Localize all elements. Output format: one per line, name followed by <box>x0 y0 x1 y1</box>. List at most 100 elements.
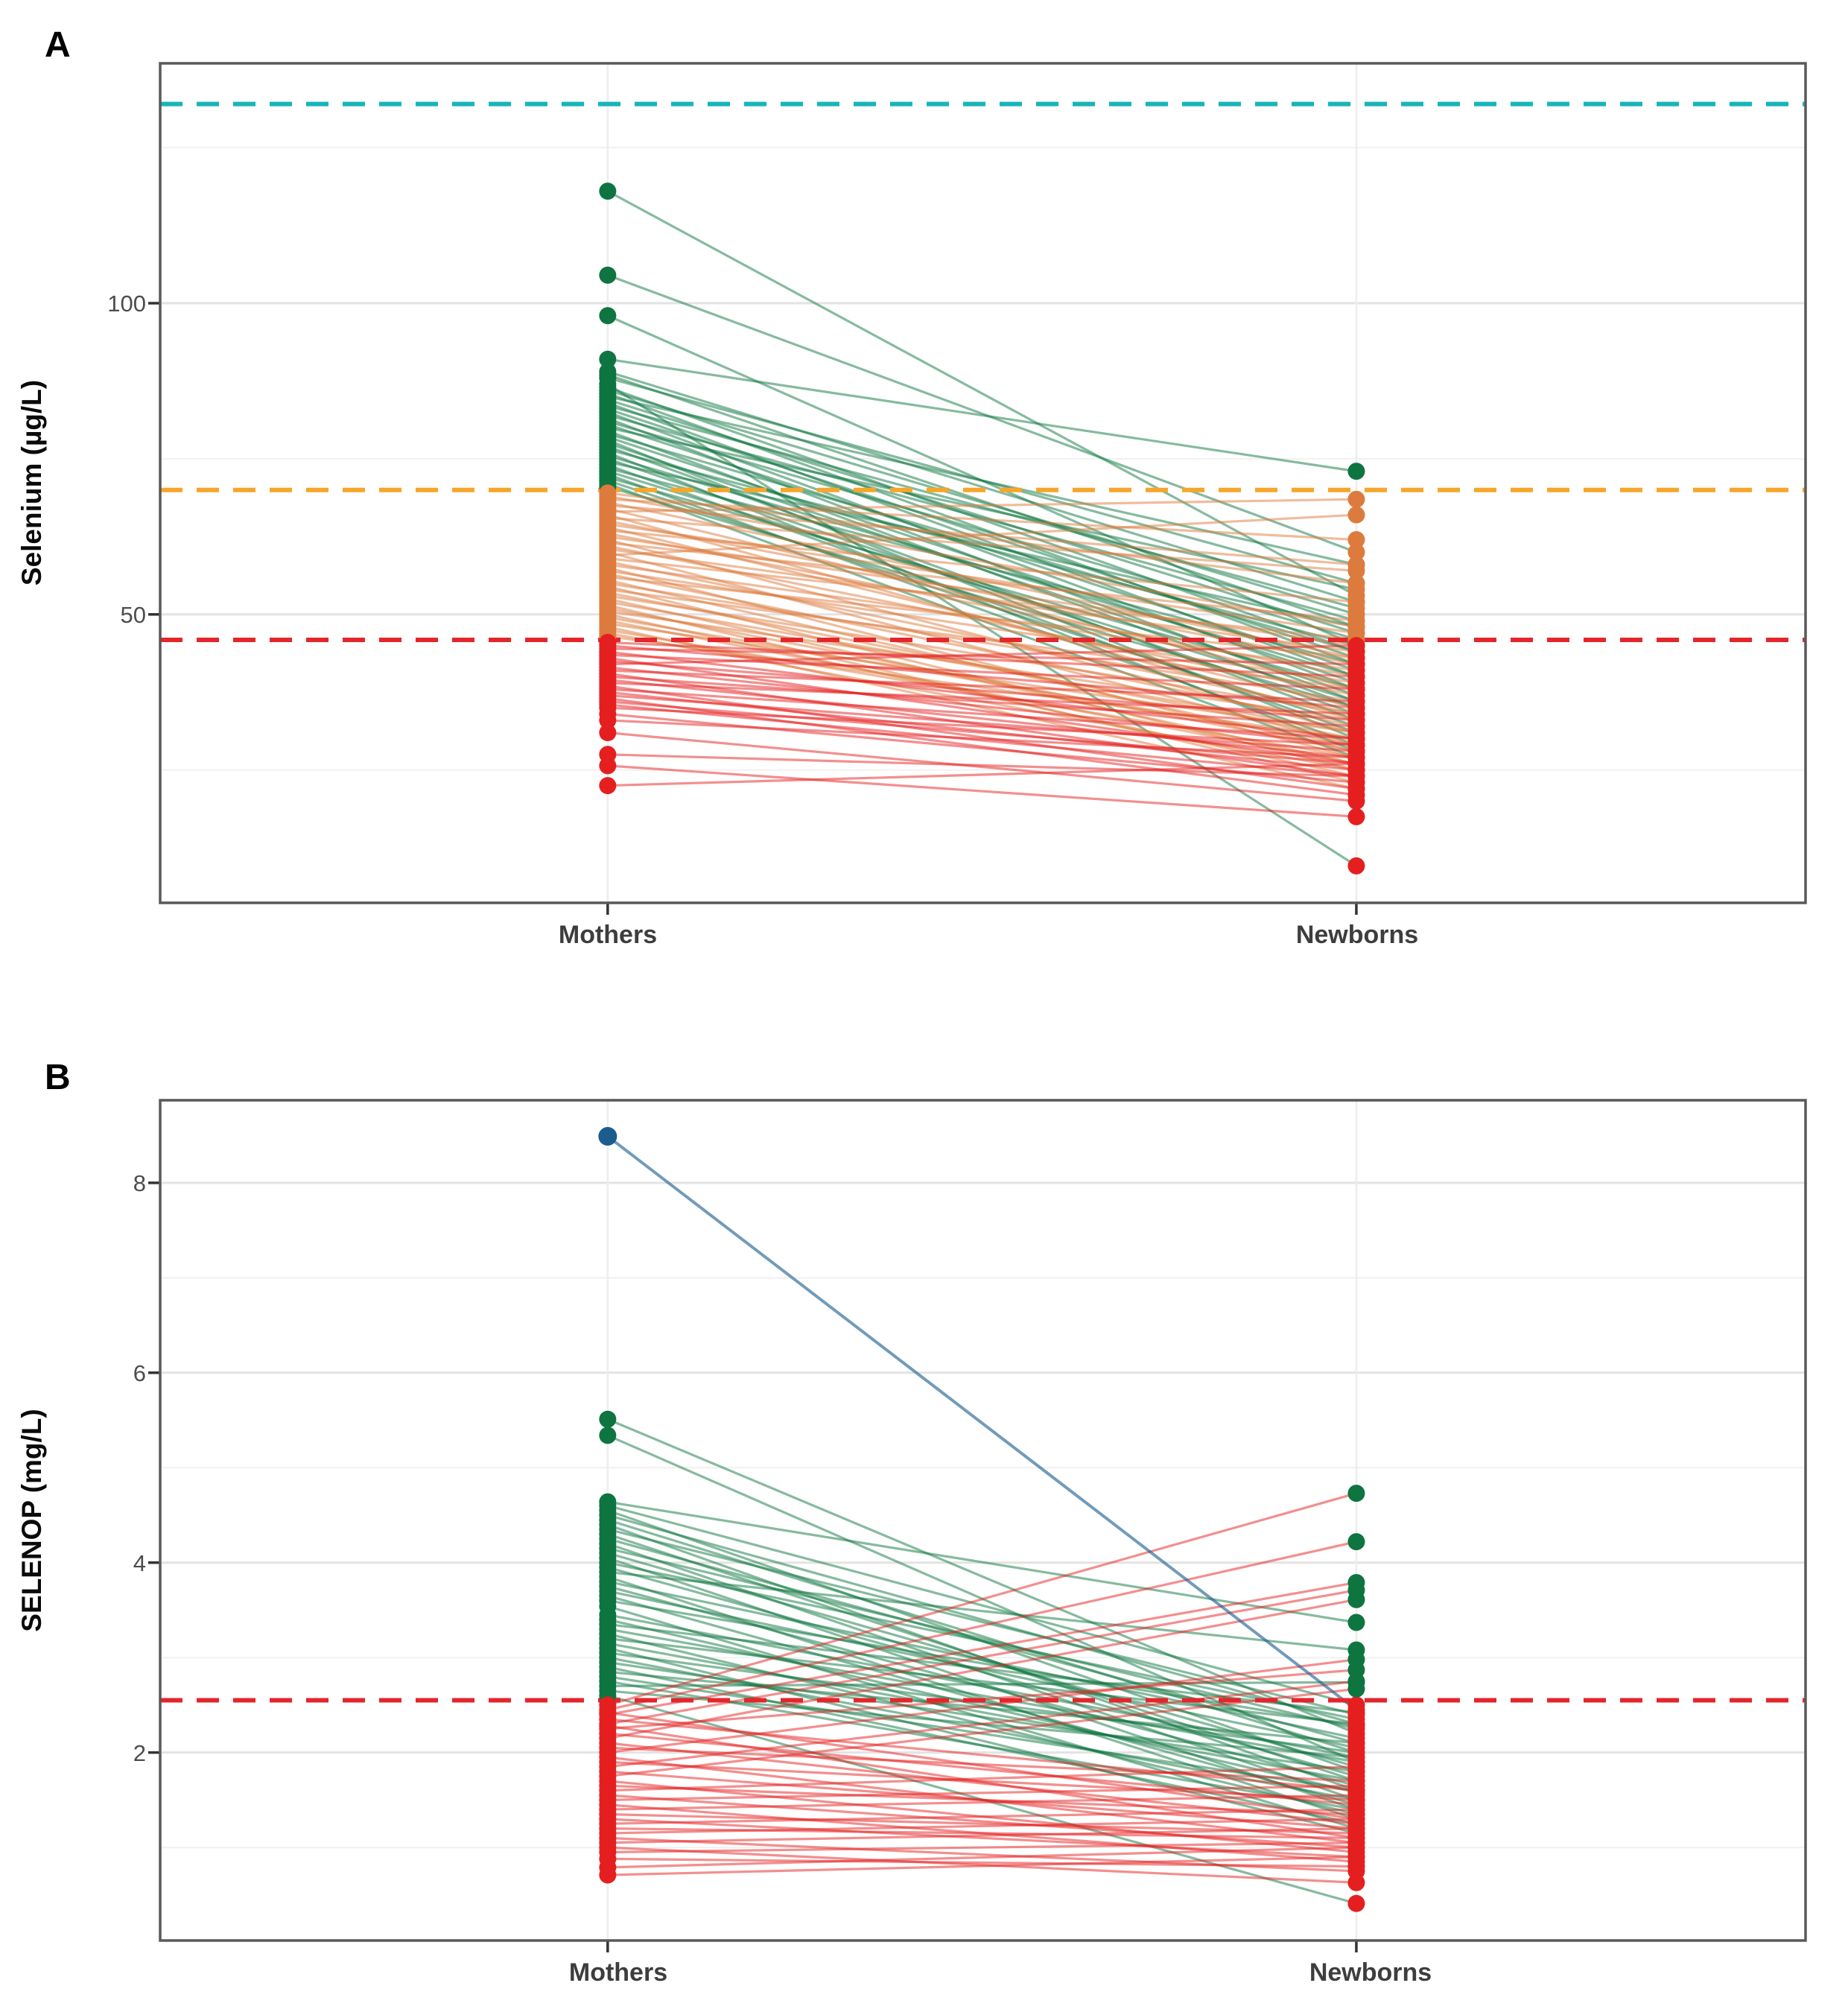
newborn-point <box>1347 637 1365 655</box>
pair-line <box>607 420 1357 641</box>
newborn-point <box>1347 1873 1365 1891</box>
newborn-point <box>1347 463 1365 480</box>
pair-line <box>607 1514 1357 1725</box>
panel-a-selenium <box>148 62 1807 915</box>
pair-line <box>607 1658 1357 1754</box>
newborn-point <box>1347 1894 1365 1912</box>
pair-line <box>607 1628 1357 1763</box>
pair-line <box>607 731 1357 803</box>
pair-line <box>607 498 1356 513</box>
pair-line <box>607 1637 1357 1725</box>
mother-point <box>599 307 617 325</box>
pair-line <box>607 516 1357 572</box>
panel-b-ytick-6: 6 <box>133 1360 146 1386</box>
newborn-point <box>1347 1613 1365 1631</box>
newborn-point <box>1347 1734 1365 1752</box>
newborn-point <box>1347 1485 1365 1502</box>
pair-line <box>607 548 1357 653</box>
pair-line <box>607 501 1357 659</box>
panel-border <box>159 1099 1807 1942</box>
panel-a-xlabel-mothers: Mothers <box>559 921 657 949</box>
newborn-point <box>1347 656 1365 673</box>
newborn-point <box>1347 807 1365 825</box>
pair-line <box>607 273 1357 553</box>
newborn-point <box>1347 612 1365 629</box>
pair-line <box>607 650 1357 740</box>
pair-line <box>607 1857 1356 1868</box>
pair-line <box>607 1581 1357 1716</box>
mother-point <box>599 1410 617 1428</box>
pair-line <box>607 1718 1357 1792</box>
pair-line <box>607 1570 1357 1651</box>
newborn-point <box>1347 667 1365 685</box>
pair-line <box>607 1841 1356 1854</box>
pair-line <box>607 1670 1357 1745</box>
pair-line <box>607 1846 1356 1869</box>
pair-line <box>607 190 1357 597</box>
pair-line <box>607 373 1357 629</box>
panel-b-selenop <box>148 1099 1807 1952</box>
newborn-point <box>1347 755 1365 772</box>
pair-line <box>607 666 1357 746</box>
pair-line <box>607 492 1357 585</box>
pair-line <box>607 498 1357 542</box>
pair-line <box>607 358 1357 473</box>
newborn-point <box>1347 1590 1365 1608</box>
data-points <box>598 1126 1365 1912</box>
pair-line <box>607 1561 1357 1721</box>
panel-border <box>159 62 1807 904</box>
pair-line <box>607 542 1357 622</box>
pair-line <box>607 606 1357 753</box>
panel-b-letter: B <box>45 1058 71 1097</box>
pair-line <box>607 1794 1357 1849</box>
mother-point <box>599 1427 617 1444</box>
pair-line <box>607 576 1357 659</box>
mother-point <box>599 1866 617 1884</box>
newborn-point <box>1347 680 1365 698</box>
mother-point <box>599 724 617 742</box>
plot-background <box>160 1100 1806 1941</box>
pair-line <box>607 1599 1357 1727</box>
pair-line <box>607 1856 1356 1876</box>
mother-point <box>599 711 617 729</box>
mother-point <box>599 777 617 795</box>
pair-line <box>607 1827 1356 1844</box>
panel-a-ytick-50: 50 <box>121 602 146 628</box>
pair-line <box>607 753 1356 778</box>
newborn-point <box>1347 1758 1365 1776</box>
pair-line <box>607 672 1357 778</box>
pair-line <box>607 703 1357 778</box>
pair-line <box>607 700 1357 765</box>
pair-line <box>607 448 1357 647</box>
newborn-point <box>1347 506 1365 524</box>
pair-line <box>607 1518 1357 1754</box>
pair-line <box>607 1492 1357 1707</box>
outlier-newborn-point <box>1347 1701 1365 1719</box>
pair-line <box>607 1784 1357 1816</box>
panel-b-ytick-4: 4 <box>133 1550 146 1576</box>
pair-line <box>607 622 1357 734</box>
pair-line <box>607 550 1357 746</box>
pair-line <box>607 610 1357 722</box>
newborn-point <box>1347 717 1365 735</box>
newborn-point <box>1347 693 1365 711</box>
newborn-point <box>1347 736 1365 754</box>
newborn-point <box>1347 857 1365 875</box>
pair-line <box>607 1418 1357 1735</box>
pair-line <box>607 678 1357 759</box>
newborn-point <box>1347 1533 1365 1551</box>
plot-background <box>160 63 1806 903</box>
pair-line <box>607 675 1357 728</box>
pair-line <box>607 762 1356 787</box>
mother-point <box>599 183 617 200</box>
pair-line <box>607 582 1357 703</box>
pair-line <box>607 395 1357 566</box>
mother-point <box>599 757 617 775</box>
newborn-point <box>1347 705 1365 723</box>
pair-line <box>607 1660 1357 1773</box>
pair-line <box>607 635 1357 740</box>
pair-line <box>607 1687 1357 1778</box>
pair-line <box>607 669 1357 703</box>
panel-a-letter: A <box>45 25 71 65</box>
